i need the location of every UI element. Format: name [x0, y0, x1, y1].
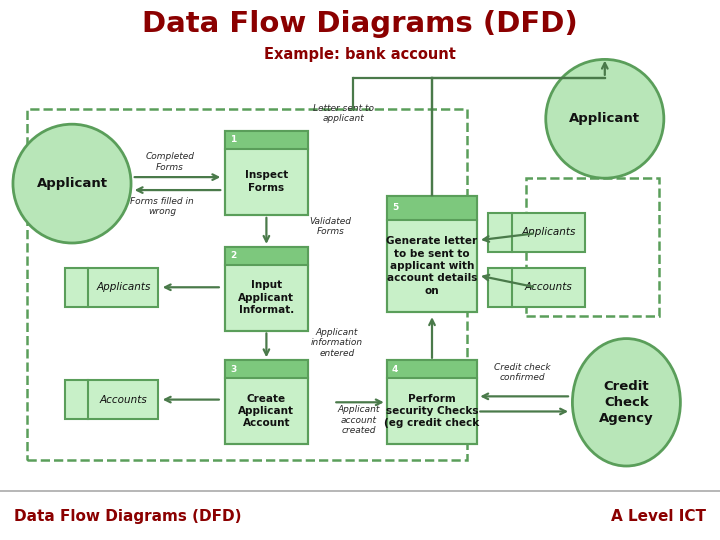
- Bar: [225, 247, 308, 330]
- Bar: [488, 268, 585, 307]
- Bar: [488, 213, 585, 252]
- Text: Applicant
account
created: Applicant account created: [338, 405, 379, 435]
- Bar: [27, 109, 467, 460]
- Bar: [225, 247, 308, 330]
- Text: 5: 5: [392, 204, 398, 212]
- Bar: [225, 361, 308, 378]
- Text: Credit check
confirmed: Credit check confirmed: [494, 363, 550, 382]
- Text: Applicant
information
entered: Applicant information entered: [311, 328, 363, 358]
- Ellipse shape: [572, 339, 680, 466]
- Bar: [526, 178, 659, 316]
- Bar: [225, 131, 308, 214]
- Text: Generate letter
to be sent to
applicant with
account details
on: Generate letter to be sent to applicant …: [387, 236, 477, 296]
- Text: Inspect
Forms: Inspect Forms: [245, 171, 288, 193]
- Bar: [225, 361, 308, 444]
- Text: Applicants: Applicants: [521, 227, 576, 237]
- Text: 2: 2: [230, 251, 236, 260]
- Text: Validated
Forms: Validated Forms: [310, 217, 351, 237]
- Text: Applicant: Applicant: [37, 177, 107, 190]
- Text: 3: 3: [230, 364, 236, 374]
- Text: Perform
security Checks
(eg credit check: Perform security Checks (eg credit check: [384, 394, 480, 428]
- Text: Letter sent to
applicant: Letter sent to applicant: [313, 104, 374, 123]
- Text: Applicants: Applicants: [96, 282, 150, 292]
- Bar: [387, 361, 477, 444]
- Bar: [225, 361, 308, 444]
- Text: Create
Applicant
Account: Create Applicant Account: [238, 394, 294, 428]
- Text: Example: bank account: Example: bank account: [264, 46, 456, 62]
- Bar: [387, 361, 477, 444]
- Bar: [225, 247, 308, 265]
- Ellipse shape: [13, 124, 131, 243]
- Text: 1: 1: [230, 135, 236, 144]
- Text: Forms filled in
wrong: Forms filled in wrong: [130, 197, 194, 216]
- Text: 4: 4: [392, 364, 398, 374]
- Ellipse shape: [546, 59, 664, 178]
- Text: Input
Applicant
Informat.: Input Applicant Informat.: [238, 280, 294, 315]
- Bar: [387, 195, 477, 220]
- Text: Data Flow Diagrams (DFD): Data Flow Diagrams (DFD): [14, 509, 242, 524]
- Bar: [387, 195, 477, 312]
- Bar: [225, 131, 308, 214]
- Bar: [387, 195, 477, 312]
- Text: Data Flow Diagrams (DFD): Data Flow Diagrams (DFD): [142, 10, 578, 38]
- Text: Accounts: Accounts: [99, 395, 147, 404]
- Bar: [65, 268, 158, 307]
- Bar: [65, 380, 158, 419]
- Text: Completed
Forms: Completed Forms: [145, 152, 194, 172]
- Text: Accounts: Accounts: [525, 282, 572, 292]
- Bar: [225, 131, 308, 149]
- Text: Applicant: Applicant: [570, 112, 640, 125]
- Bar: [387, 361, 477, 378]
- Text: Credit
Check
Agency: Credit Check Agency: [599, 380, 654, 425]
- Text: A Level ICT: A Level ICT: [611, 509, 706, 524]
